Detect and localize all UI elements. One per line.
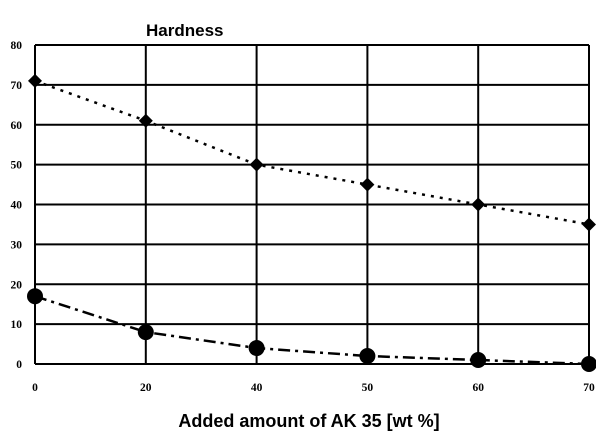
chart-title: Hardness — [146, 21, 223, 40]
y-tick-label: 50 — [11, 160, 23, 172]
y-tick-label: 70 — [11, 80, 23, 92]
x-tick-label: 40 — [251, 382, 263, 394]
circle-marker — [248, 340, 265, 357]
x-tick-label: 70 — [583, 382, 595, 394]
series-2 — [27, 288, 596, 372]
x-tick-label: 0 — [32, 382, 38, 394]
y-tick-label: 40 — [11, 200, 23, 212]
series-line — [34, 79, 590, 226]
diamond-marker — [138, 113, 153, 128]
y-tick-label: 0 — [16, 359, 22, 371]
y-tick-label: 60 — [11, 120, 23, 132]
x-axis-title: Added amount of AK 35 [wt %] — [178, 411, 439, 431]
series-line — [34, 295, 590, 366]
data-series — [27, 73, 596, 372]
diamond-marker — [28, 73, 42, 88]
diamond-marker — [360, 177, 375, 192]
diamond-marker — [249, 157, 264, 172]
y-tick-label: 10 — [11, 319, 23, 331]
y-tick-label: 20 — [11, 279, 23, 291]
tick-labels: 0 10 20 30 40 50 60 70 80 0 20 40 50 60 70 — [11, 40, 596, 394]
diamond-marker — [582, 217, 596, 232]
circle-marker — [470, 352, 487, 369]
series-1 — [28, 73, 596, 232]
y-tick-label: 30 — [11, 239, 23, 251]
x-tick-label: 20 — [140, 382, 152, 394]
circle-marker — [581, 356, 596, 372]
grid-lines — [34, 44, 590, 365]
circle-marker — [359, 348, 376, 365]
circle-marker — [137, 324, 154, 341]
y-tick-label: 80 — [11, 40, 23, 52]
x-tick-label: 60 — [472, 382, 484, 394]
diamond-marker — [471, 197, 486, 212]
circle-marker — [27, 288, 43, 305]
x-tick-label: 50 — [362, 382, 374, 394]
